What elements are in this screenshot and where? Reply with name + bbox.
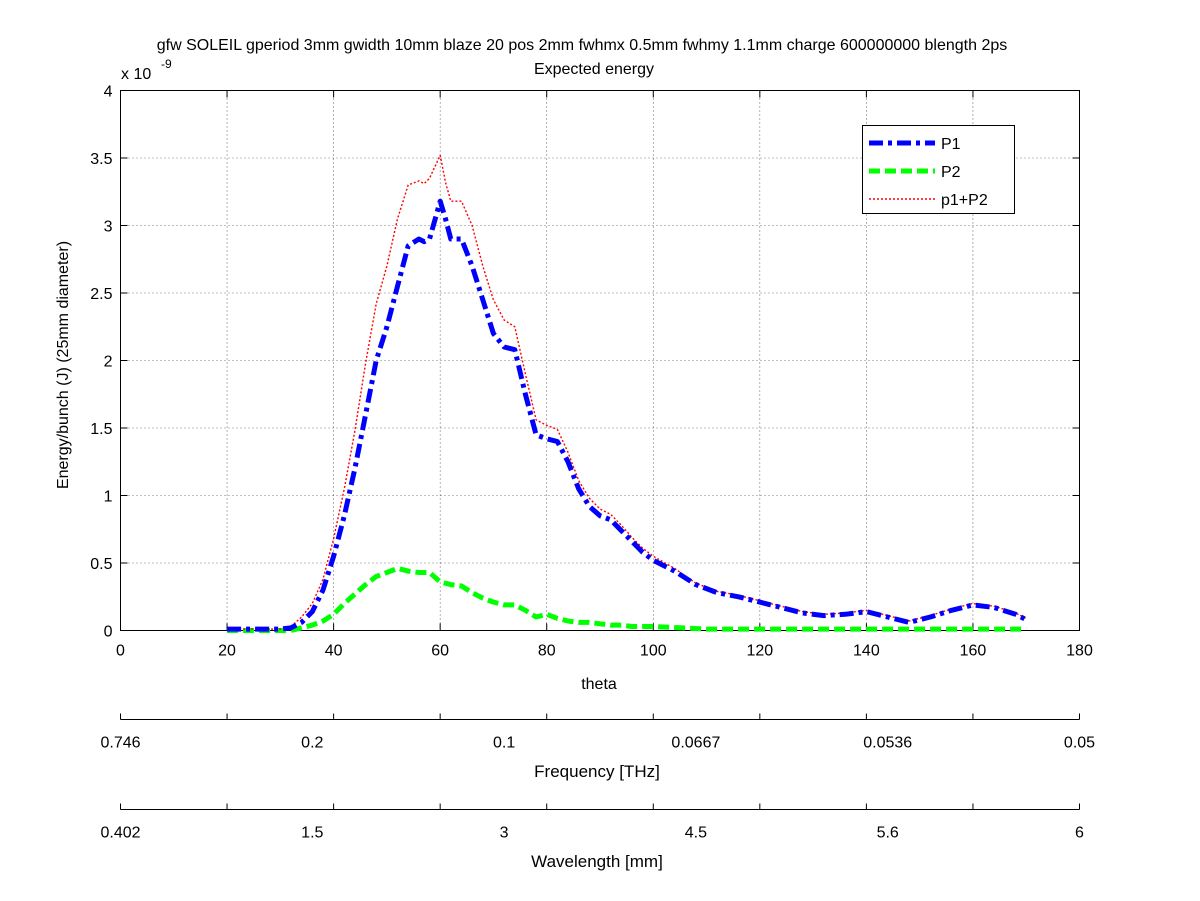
x-tick-label: 160 xyxy=(960,643,987,660)
chart-subtitle: Expected energy xyxy=(534,61,654,78)
secondary-axis-label: Wavelength [mm] xyxy=(531,852,663,871)
y-tick-label: 3 xyxy=(104,219,113,236)
y-tick-label: 1.5 xyxy=(90,421,112,438)
x-tick-label: 60 xyxy=(431,643,449,660)
secondary-tick-label: 0.05 xyxy=(1064,735,1095,752)
secondary-axis-label: Frequency [THz] xyxy=(534,762,660,781)
chart-title: gfw SOLEIL gperiod 3mm gwidth 10mm blaze… xyxy=(157,37,1007,54)
y-multiplier-exponent: -9 xyxy=(161,57,172,71)
legend-label-p1p2: p1+P2 xyxy=(941,192,988,209)
axis-ticks: 0 20 40 60 80 100 120 140 160 180 0 0.5 1 1.5 2 2.5 3 3.5… xyxy=(90,84,1093,660)
legend-label-p2: P2 xyxy=(941,164,961,181)
x-tick-label: 40 xyxy=(325,643,343,660)
secondary-tick-label: 0.0667 xyxy=(671,735,720,752)
secondary-tick-label: 4.5 xyxy=(685,825,707,842)
secondary-tick-label: 0.0536 xyxy=(863,735,912,752)
series-lines xyxy=(227,154,1028,633)
series-line-1 xyxy=(227,198,1028,632)
x-tick-label: 180 xyxy=(1066,643,1093,660)
legend: P1 P2 p1+P2 xyxy=(862,125,1015,214)
secondary-tick-label: 0.2 xyxy=(301,735,323,752)
x-tick-label: 120 xyxy=(746,643,773,660)
y-tick-label: 3.5 xyxy=(90,151,112,168)
y-tick-label: 4 xyxy=(104,84,113,101)
secondary-tick-label: 1.5 xyxy=(301,825,323,842)
y-tick-label: 2 xyxy=(104,354,113,371)
x-axis-label: theta xyxy=(581,676,617,693)
secondary-axes: 0.746 0.2 0.1 0.0667 0.0536 0.05 Frequency [TH… xyxy=(100,713,1095,871)
secondary-tick-label: 0.1 xyxy=(493,735,515,752)
x-tick-label: 100 xyxy=(640,643,667,660)
secondary-tick-label: 6 xyxy=(1075,825,1084,842)
y-tick-label: 1 xyxy=(104,489,113,506)
x-tick-label: 20 xyxy=(218,643,236,660)
y-multiplier-base: x 10 xyxy=(121,66,151,83)
y-tick-label: 2.5 xyxy=(90,286,112,303)
x-tick-label: 140 xyxy=(853,643,880,660)
secondary-tick-label: 3 xyxy=(500,825,509,842)
y-tick-label: 0 xyxy=(104,624,113,641)
secondary-tick-label: 0.402 xyxy=(100,825,140,842)
series-line-2 xyxy=(227,565,1027,633)
y-tick-label: 0.5 xyxy=(90,556,112,573)
legend-label-p1: P1 xyxy=(941,136,961,153)
secondary-tick-label: 0.746 xyxy=(100,735,140,752)
x-tick-label: 80 xyxy=(538,643,556,660)
x-tick-label: 0 xyxy=(116,643,125,660)
y-axis-label: Energy/bunch (J) (25mm diameter) xyxy=(55,241,72,489)
secondary-tick-label: 5.6 xyxy=(877,825,899,842)
